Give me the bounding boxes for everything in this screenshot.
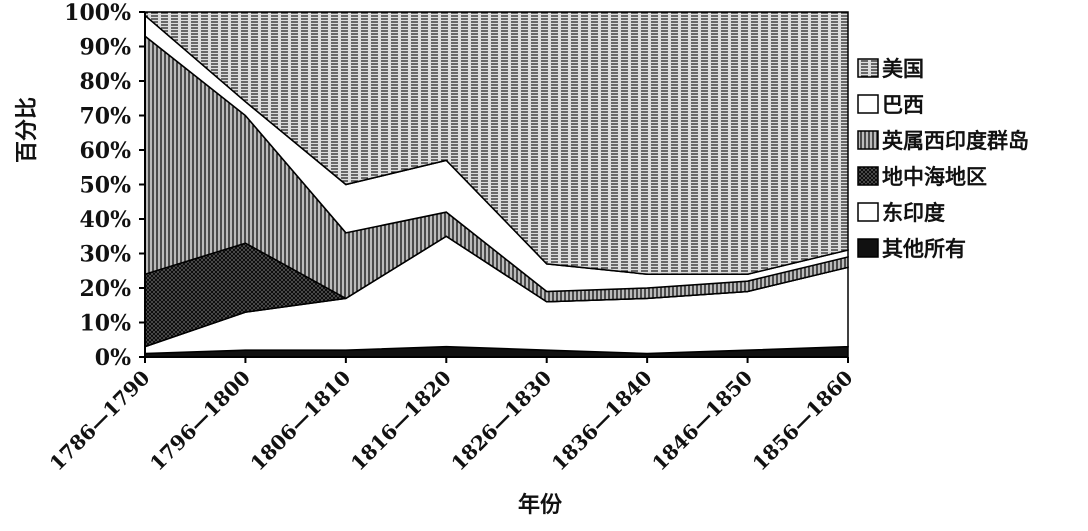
y-tick-label: 40% <box>79 207 131 233</box>
legend-swatch <box>857 130 879 150</box>
x-tick-label: 1806—1810 <box>246 366 356 476</box>
legend-swatch <box>857 94 879 114</box>
legend-swatch <box>857 238 879 258</box>
legend-label: 美国 <box>882 56 924 81</box>
legend-label: 巴西 <box>882 92 924 117</box>
y-tick-label: 90% <box>79 35 131 61</box>
x-tick-label: 1786—1790 <box>45 366 155 476</box>
y-tick-label: 20% <box>79 276 131 302</box>
legend-label: 其他所有 <box>882 236 966 261</box>
y-tick-label: 10% <box>79 311 131 337</box>
area <box>144 11 849 275</box>
x-tick-label: 1796—1800 <box>145 366 255 476</box>
y-tick-label: 70% <box>79 104 131 130</box>
x-tick-label: 1816—1820 <box>346 366 456 476</box>
legend-label: 英属西印度群岛 <box>882 128 1029 153</box>
x-axis-label: 年份 <box>518 492 563 518</box>
legend-label: 东印度 <box>882 200 945 225</box>
y-tick-label: 80% <box>79 69 131 95</box>
x-tick-label: 1836—1840 <box>547 366 657 476</box>
y-tick-label: 30% <box>79 242 131 268</box>
legend-swatch <box>857 202 879 222</box>
y-axis-label: 百分比 <box>14 97 40 163</box>
x-tick-label: 1826—1830 <box>446 366 556 476</box>
legend-label: 地中海地区 <box>882 164 987 189</box>
y-tick-label: 60% <box>79 138 131 164</box>
y-tick-label: 0% <box>95 345 131 371</box>
x-tick-label: 1846—1850 <box>647 366 757 476</box>
legend-swatch <box>857 58 879 78</box>
y-tick-label: 50% <box>79 173 131 199</box>
legend-swatch <box>857 166 879 186</box>
y-tick-label: 100% <box>64 0 131 26</box>
x-tick-label: 1856—1860 <box>748 366 858 476</box>
